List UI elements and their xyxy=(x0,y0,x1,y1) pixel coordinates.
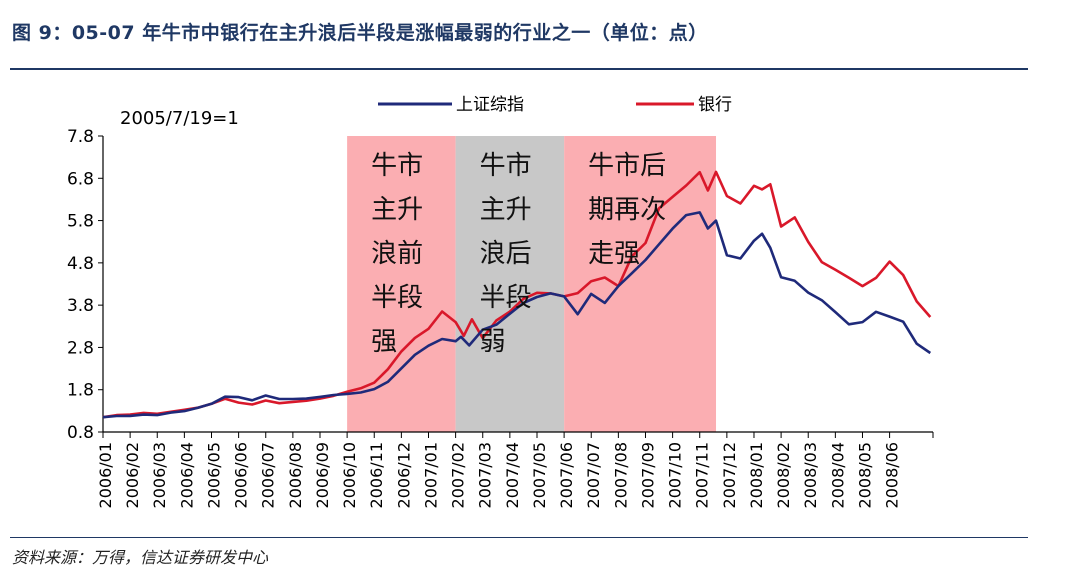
legend-label-bank: 银行 xyxy=(698,95,732,115)
line-chart: 0.8 1.8 2.8 3.8 4.8 5.8 6.8 7.8 2006/01 2006/02 20… xyxy=(67,95,934,508)
x-tick-label-25: 2008/02 xyxy=(774,442,793,508)
x-tick-label-10: 2006/11 xyxy=(367,442,386,508)
region-label-2-line-0: 牛市后 xyxy=(588,151,666,181)
region-label-1-line-4: 弱 xyxy=(480,327,506,357)
x-tick-label-18: 2007/07 xyxy=(584,442,603,508)
x-tick-label-0: 2006/01 xyxy=(96,442,115,508)
x-tick-label-17: 2007/06 xyxy=(557,442,576,508)
region-label-1-line-0: 牛市 xyxy=(480,151,532,181)
series-line-bank xyxy=(102,170,932,419)
regions-layer xyxy=(347,136,717,432)
y-tick-label-5: 5.8 xyxy=(67,212,94,232)
series-line-shanghai xyxy=(102,211,932,419)
title-rule xyxy=(10,68,1028,70)
region-label-1-line-1: 主升 xyxy=(480,195,532,225)
source-note: 资料来源：万得，信达证券研发中心 xyxy=(12,548,269,567)
region-label-0-line-4: 强 xyxy=(371,327,397,357)
x-tick-label-4: 2006/05 xyxy=(204,442,223,508)
y-tick-label-4: 4.8 xyxy=(67,254,94,274)
region-label-0-line-2: 浪前 xyxy=(371,239,423,269)
y-tick-label-7: 7.8 xyxy=(67,127,94,147)
x-tick-label-28: 2008/05 xyxy=(855,442,874,508)
region-band-1 xyxy=(455,136,565,432)
region-label-2-line-2: 走强 xyxy=(588,239,640,269)
x-tick-label-8: 2006/09 xyxy=(313,442,332,508)
x-tick-label-21: 2007/10 xyxy=(666,442,685,508)
region-label-2-line-1: 期再次 xyxy=(588,195,666,225)
x-tick-label-27: 2008/04 xyxy=(828,442,847,508)
y-tick-label-2: 2.8 xyxy=(67,338,94,358)
source-rule xyxy=(10,537,1028,538)
legend: 上证综指 银行 xyxy=(378,95,732,115)
region-label-0-line-1: 主升 xyxy=(371,195,423,225)
series-layer xyxy=(102,170,932,419)
x-tick-label-6: 2006/07 xyxy=(259,442,278,508)
x-tick-label-14: 2007/03 xyxy=(476,442,495,508)
x-tick-label-20: 2007/09 xyxy=(638,442,657,508)
y-tick-label-1: 1.8 xyxy=(67,381,94,401)
x-tick-label-9: 2006/10 xyxy=(340,442,359,508)
y-tick-label-0: 0.8 xyxy=(67,423,94,443)
axis-layer: 0.8 1.8 2.8 3.8 4.8 5.8 6.8 7.8 2006/01 2006/02 20… xyxy=(67,127,934,508)
legend-label-shanghai: 上证综指 xyxy=(456,95,524,115)
x-tick-label-11: 2006/12 xyxy=(394,442,413,508)
region-label-0-line-0: 牛市 xyxy=(371,151,423,181)
x-tick-label-29: 2008/06 xyxy=(883,442,902,508)
x-tick-label-26: 2008/03 xyxy=(801,442,820,508)
figure-title: 图 9：05-07 年牛市中银行在主升浪后半段是涨幅最弱的行业之一（单位：点） xyxy=(12,22,708,44)
x-tick-label-3: 2006/04 xyxy=(177,442,196,508)
x-tick-label-15: 2007/04 xyxy=(503,442,522,508)
y-tick-label-6: 6.8 xyxy=(67,169,94,189)
base-note: 2005/7/19=1 xyxy=(120,108,239,129)
region-band-0 xyxy=(347,136,456,432)
x-tick-label-24: 2008/01 xyxy=(747,442,766,508)
region-label-1-line-2: 浪后 xyxy=(480,239,532,269)
y-tick-label-3: 3.8 xyxy=(67,296,94,316)
x-tick-label-19: 2007/08 xyxy=(611,442,630,508)
x-tick-label-22: 2007/11 xyxy=(693,442,712,508)
region-label-0-line-3: 半段 xyxy=(371,283,423,313)
x-tick-label-12: 2007/01 xyxy=(421,442,440,508)
x-tick-label-16: 2007/05 xyxy=(530,442,549,508)
x-tick-label-13: 2007/02 xyxy=(449,442,468,508)
x-tick-label-7: 2006/08 xyxy=(286,442,305,508)
x-tick-label-2: 2006/03 xyxy=(150,442,169,508)
x-tick-label-1: 2006/02 xyxy=(123,442,142,508)
region-label-1-line-3: 半段 xyxy=(480,283,532,313)
x-tick-label-23: 2007/12 xyxy=(720,442,739,508)
x-tick-label-5: 2006/06 xyxy=(232,442,251,508)
